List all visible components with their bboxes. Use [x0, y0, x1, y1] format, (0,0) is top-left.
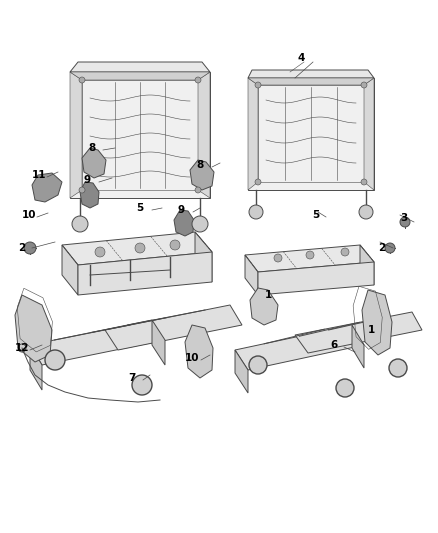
Polygon shape: [70, 72, 210, 198]
Circle shape: [361, 82, 367, 88]
Text: 3: 3: [400, 213, 407, 223]
Text: 5: 5: [136, 203, 143, 213]
Text: 6: 6: [330, 340, 337, 350]
Circle shape: [79, 77, 85, 83]
Polygon shape: [248, 78, 374, 85]
Text: 2: 2: [18, 243, 25, 253]
Circle shape: [389, 359, 407, 377]
Polygon shape: [78, 252, 212, 295]
Polygon shape: [30, 345, 42, 390]
Polygon shape: [80, 182, 99, 208]
Polygon shape: [70, 72, 82, 198]
Text: 1: 1: [368, 325, 375, 335]
Circle shape: [195, 77, 201, 83]
Circle shape: [255, 82, 261, 88]
Circle shape: [95, 247, 105, 257]
Circle shape: [132, 375, 152, 395]
Polygon shape: [235, 325, 364, 370]
Text: 2: 2: [378, 243, 385, 253]
Circle shape: [79, 187, 85, 193]
Polygon shape: [245, 245, 374, 272]
Circle shape: [341, 248, 349, 256]
Polygon shape: [105, 305, 242, 350]
Polygon shape: [62, 232, 212, 265]
Text: 12: 12: [15, 343, 29, 353]
Text: 11: 11: [32, 170, 46, 180]
Text: 10: 10: [22, 210, 36, 220]
Polygon shape: [360, 245, 374, 285]
Polygon shape: [258, 262, 374, 295]
Polygon shape: [30, 320, 165, 365]
Polygon shape: [195, 232, 212, 282]
Circle shape: [336, 379, 354, 397]
Circle shape: [24, 242, 36, 254]
Text: 8: 8: [88, 143, 95, 153]
Text: 9: 9: [178, 205, 185, 215]
Circle shape: [195, 187, 201, 193]
Circle shape: [72, 216, 88, 232]
Polygon shape: [174, 210, 194, 236]
Polygon shape: [362, 290, 392, 355]
Text: 1: 1: [265, 290, 272, 300]
Polygon shape: [70, 72, 210, 80]
Circle shape: [192, 216, 208, 232]
Circle shape: [170, 240, 180, 250]
Polygon shape: [15, 295, 52, 362]
Polygon shape: [250, 288, 278, 325]
Circle shape: [135, 243, 145, 253]
Circle shape: [274, 254, 282, 262]
Circle shape: [385, 243, 395, 253]
Polygon shape: [245, 255, 258, 295]
Polygon shape: [190, 160, 214, 190]
Circle shape: [361, 179, 367, 185]
Polygon shape: [248, 78, 374, 190]
Text: 7: 7: [128, 373, 135, 383]
Polygon shape: [32, 173, 62, 202]
Polygon shape: [62, 245, 78, 295]
Polygon shape: [82, 148, 106, 178]
Text: 4: 4: [298, 53, 305, 63]
Polygon shape: [248, 70, 374, 78]
Text: 5: 5: [312, 210, 319, 220]
Circle shape: [45, 350, 65, 370]
Circle shape: [359, 205, 373, 219]
Polygon shape: [185, 325, 213, 378]
Polygon shape: [70, 62, 210, 72]
Text: 10: 10: [185, 353, 199, 363]
Polygon shape: [198, 72, 210, 198]
Polygon shape: [352, 325, 364, 368]
Polygon shape: [235, 350, 248, 393]
Circle shape: [306, 251, 314, 259]
Polygon shape: [364, 78, 374, 190]
Circle shape: [249, 356, 267, 374]
Text: 8: 8: [196, 160, 203, 170]
Circle shape: [255, 179, 261, 185]
Polygon shape: [295, 312, 422, 353]
Polygon shape: [248, 78, 258, 190]
Polygon shape: [152, 320, 165, 365]
Circle shape: [249, 205, 263, 219]
Text: 9: 9: [84, 175, 91, 185]
Circle shape: [400, 217, 410, 227]
